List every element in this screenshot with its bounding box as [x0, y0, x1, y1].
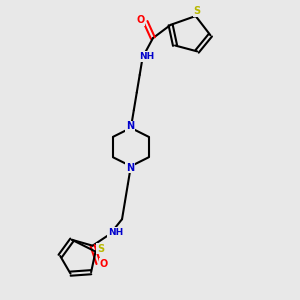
Text: NH: NH: [108, 228, 123, 237]
Text: S: S: [97, 244, 104, 254]
Text: NH: NH: [140, 52, 155, 61]
Text: S: S: [194, 6, 201, 16]
Text: O: O: [100, 259, 108, 269]
Text: N: N: [126, 122, 134, 131]
Text: N: N: [126, 163, 134, 173]
Text: O: O: [136, 15, 144, 26]
